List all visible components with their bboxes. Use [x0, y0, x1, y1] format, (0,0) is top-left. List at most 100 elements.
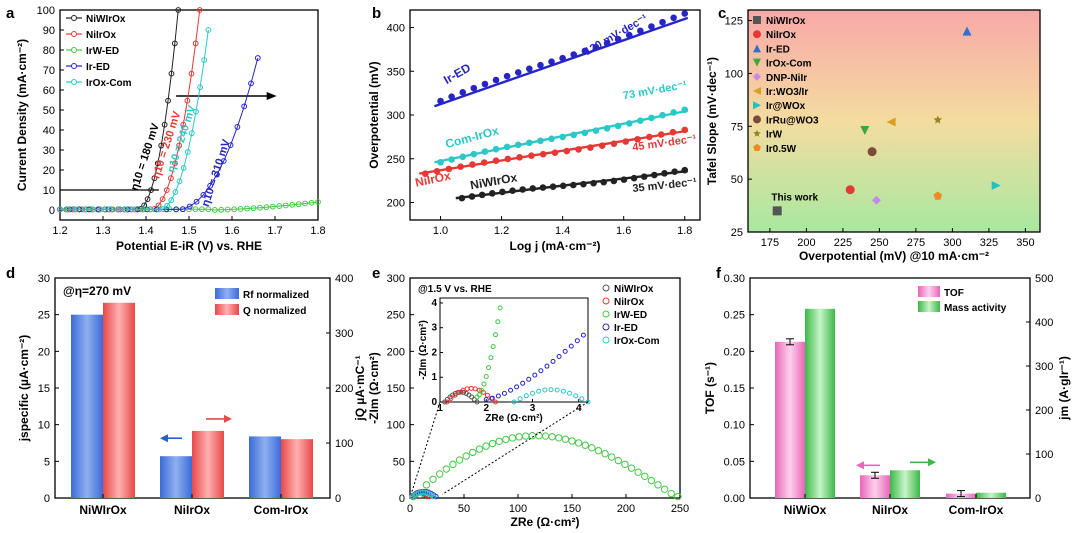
panel-d-yr-tick-label: 400	[335, 273, 353, 285]
panel-e-y-tick-label: 100	[387, 420, 405, 432]
point-NiIrOx	[196, 7, 203, 13]
point-IrOx-Com	[180, 165, 187, 171]
point-IrW-ED	[528, 432, 537, 440]
point-Ir@WOx	[991, 180, 1001, 190]
arrow-head	[928, 458, 936, 467]
series-label-Com-IrOx: Com-IrOx	[444, 123, 501, 151]
arrow-head	[224, 414, 232, 423]
legend-text-Q normalized: Q normalized	[243, 306, 306, 317]
panel-label-a: a	[6, 5, 15, 22]
point-IrW-ED	[422, 481, 431, 489]
inset-y-tick-label: 1	[431, 372, 437, 383]
point-IrW-ED	[192, 206, 199, 213]
point-NiWIrOx	[570, 181, 577, 189]
point-NiWIrOx	[158, 142, 165, 149]
inset-y-tick-label: 2	[431, 347, 437, 358]
slope-label-Com-IrOx: 73 mV·dec⁻¹	[622, 79, 688, 102]
panel-b-y-tick-label: 200	[387, 198, 405, 210]
point-NiWIrOx	[168, 70, 175, 77]
panel-f-yr-tick-label: 300	[1035, 361, 1053, 373]
point-IrOx-Com	[131, 206, 138, 213]
point-Com-IrOx	[459, 153, 467, 161]
point-Ir-ED	[481, 80, 489, 88]
point-IrW-ED	[634, 468, 642, 476]
panel-f-yr-tick-label: 0	[1035, 493, 1041, 505]
panel-b-ylabel: Overpotential (mV)	[367, 61, 381, 168]
inset-y-tick-label: 4	[431, 298, 437, 309]
point-IrW-ED	[495, 437, 503, 445]
slope-label-NiWIrOx: 35 mV·dec⁻¹	[632, 176, 698, 195]
point-NiIrOx	[172, 160, 178, 167]
inset-point-IrW-ED	[497, 305, 503, 311]
panel-a-y-tick-label: 70	[43, 65, 55, 77]
panel-d-yr-tick-label: 0	[335, 493, 341, 505]
point-Ir-ED	[437, 97, 444, 105]
bar-Rf normalized-Com-IrOx	[249, 436, 281, 498]
panel-e-x-tick-label: 50	[458, 503, 470, 515]
bar-Q normalized-Com-IrOx	[281, 439, 313, 498]
panel-f-yl-tick-label: 0.10	[724, 420, 745, 432]
point-Com-IrOx	[637, 117, 644, 125]
point-Com-IrOx	[581, 129, 589, 137]
point-Com-IrOx	[614, 122, 622, 130]
point-Com-IrOx	[625, 120, 633, 127]
panel-f-yr-tick-label: 100	[1035, 449, 1053, 461]
point-IrW-ED	[295, 201, 302, 208]
inset-point-IrW-ED	[479, 387, 485, 393]
point-IrW-ED	[581, 441, 589, 449]
point-NiIrOx	[634, 135, 641, 143]
point-Ir-ED	[227, 142, 234, 149]
point-IrW-ED	[257, 204, 263, 211]
legend-text-IrW-ED: IrW-ED	[86, 46, 119, 57]
point-Ir-ED	[173, 206, 180, 213]
inset-point-Ir-ED	[514, 384, 520, 390]
inset-point-NiIrOx	[452, 392, 458, 398]
legend-marker-IrOx-Com	[602, 336, 610, 344]
point-NiIrOx	[528, 152, 535, 160]
point-IrOx-Com	[90, 206, 96, 213]
panel-a-xlabel: Potential E-iR (V) vs. RHE	[116, 239, 262, 253]
series-label-Ir-ED: Ir-ED	[441, 60, 473, 87]
point-IrOx-Com	[168, 197, 175, 204]
panel-a-y-tick-label: 20	[43, 165, 55, 177]
panel-b-x-tick-label: 1.2	[494, 225, 509, 237]
point-IrOx-Com	[114, 206, 121, 213]
category-label: NiIrOx	[174, 503, 210, 517]
inset-point-Ir-ED	[483, 397, 489, 403]
point-NiIrOx	[598, 142, 606, 150]
inset-point-IrOx-Com	[579, 396, 585, 402]
panel-f-ylabel-left: TOF (s⁻¹)	[703, 362, 717, 414]
point-NiWIrOx	[651, 171, 658, 179]
point-IrW-ED	[449, 460, 457, 469]
panel-d-yr-tick-label: 100	[335, 438, 353, 450]
panel-a-x-tick-label: 1.4	[138, 225, 153, 237]
inset-point-Ir-ED	[501, 390, 507, 396]
panel-f-yr-tick-label: 200	[1035, 405, 1053, 417]
panel-e-x-tick-label: 100	[509, 503, 527, 515]
point-Com-IrOx	[437, 158, 444, 166]
point-NiIrOx	[159, 196, 166, 203]
inset-point-NiIrOx	[493, 399, 498, 405]
point-IrW-ED	[282, 202, 289, 209]
point-IrW-ED	[455, 456, 464, 464]
point-NiIrOx	[163, 187, 170, 193]
point-NiIrOx	[563, 147, 571, 155]
panel-d-ylabel-left: jspecific (µA·cm⁻²)	[17, 335, 31, 443]
legend-text-TOF: TOF	[944, 288, 964, 299]
point-NiWIrOx	[620, 176, 628, 183]
legend-text-IrOx-Com: IrOx-Com	[86, 78, 132, 89]
inset-point-Ir-ED	[550, 358, 556, 364]
panel-d-yl-tick-label: 5	[44, 456, 50, 468]
point-IrOx-Com	[156, 206, 162, 213]
panel-label-b: b	[372, 5, 381, 22]
point-NiWIrOx	[600, 178, 608, 186]
panel-a-x-tick-label: 1.7	[267, 225, 282, 237]
point-IrOx-Com	[57, 206, 63, 213]
legend-text-DNP-NiIr: DNP-NiIr	[766, 73, 807, 84]
point-IrOx-Com	[184, 149, 191, 155]
panel-c-y-tick-label: 50	[731, 174, 743, 186]
legend-text-IrW-ED: IrW-ED	[614, 310, 647, 321]
panel-c-x-tick-label: 350	[1016, 237, 1034, 249]
panel-f-yr-tick-label: 500	[1035, 273, 1053, 285]
